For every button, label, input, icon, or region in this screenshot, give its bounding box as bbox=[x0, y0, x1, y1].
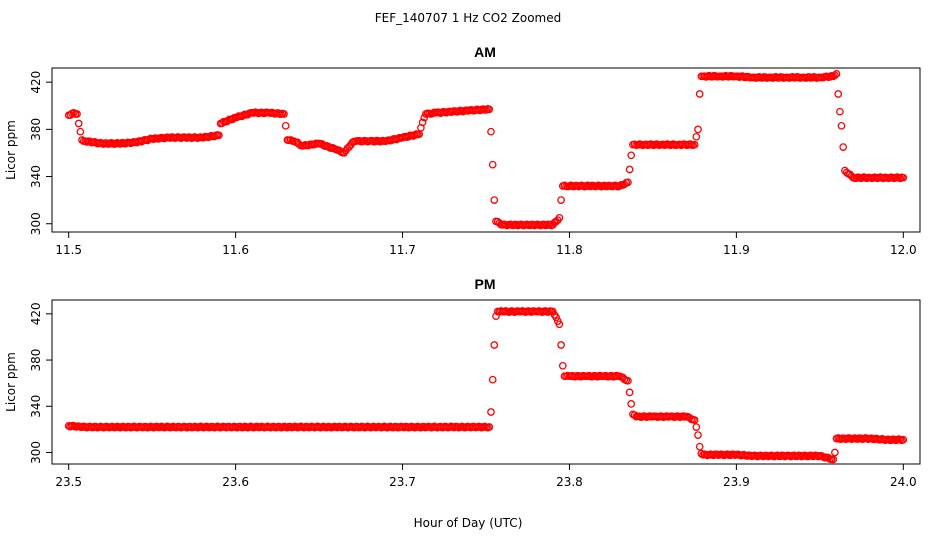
am-data-point bbox=[831, 71, 839, 80]
am-y-tick-label: 420 bbox=[29, 71, 43, 94]
am-data-point bbox=[839, 143, 848, 151]
am-data-point bbox=[615, 182, 624, 190]
am-y-axis-label: Licor ppm bbox=[4, 120, 18, 180]
pm-y-tick-label: 380 bbox=[29, 349, 43, 372]
am-y-tick-label: 300 bbox=[29, 212, 43, 235]
am-x-tick-label: 11.6 bbox=[222, 243, 249, 257]
pm-data-point bbox=[488, 375, 497, 384]
am-data-point bbox=[692, 132, 701, 141]
pm-data-point bbox=[695, 442, 704, 451]
pm-series bbox=[64, 307, 908, 464]
am-data-point bbox=[690, 140, 699, 149]
pm-data-point bbox=[552, 313, 560, 322]
am-data-point bbox=[281, 121, 290, 130]
pm-data-point bbox=[690, 416, 699, 424]
pm-panel-title: PM bbox=[475, 276, 496, 292]
am-data-point bbox=[834, 90, 843, 98]
am-data-point bbox=[832, 70, 841, 78]
am-data-point bbox=[625, 165, 634, 174]
am-data-point bbox=[215, 131, 223, 140]
pm-x-tick-label: 23.9 bbox=[723, 475, 750, 489]
am-data-point bbox=[280, 110, 288, 118]
pm-y-axis-label: Licor ppm bbox=[4, 352, 18, 412]
am-x-tick-label: 11.8 bbox=[556, 243, 583, 257]
am-data-point bbox=[418, 118, 427, 127]
pm-data-point bbox=[627, 400, 636, 408]
am-data-point bbox=[485, 105, 494, 114]
pm-data-point bbox=[829, 455, 838, 464]
am-panel-title: AM bbox=[474, 44, 496, 60]
pm-plot-frame bbox=[51, 299, 921, 465]
am-data-point bbox=[487, 127, 495, 136]
am-data-point bbox=[76, 127, 85, 136]
am-series bbox=[64, 70, 908, 230]
am-data-point bbox=[74, 119, 83, 128]
shared-x-axis-label: Hour of Day (UTC) bbox=[414, 516, 523, 530]
am-y-axis: 300 340 380 420 bbox=[29, 71, 52, 235]
am-data-point bbox=[73, 110, 81, 118]
pm-x-tick-label: 23.5 bbox=[55, 475, 82, 489]
pm-x-axis: 23.5 23.6 23.7 23.8 23.9 24.0 bbox=[55, 464, 917, 489]
pm-y-tick-label: 420 bbox=[29, 302, 43, 325]
pm-data-point bbox=[490, 341, 499, 349]
pm-data-point bbox=[558, 361, 567, 370]
am-data-point bbox=[695, 90, 704, 98]
am-x-tick-label: 11.7 bbox=[389, 243, 416, 257]
am-x-axis: 11.5 11.6 11.7 11.8 11.9 12.0 bbox=[55, 232, 917, 257]
am-plot-frame bbox=[51, 67, 921, 233]
am-data-point bbox=[69, 108, 78, 117]
am-data-point bbox=[836, 107, 844, 116]
am-y-tick-label: 380 bbox=[29, 118, 43, 141]
am-data-point bbox=[694, 125, 702, 134]
pm-x-tick-label: 23.8 bbox=[556, 475, 583, 489]
pm-data-point bbox=[692, 423, 701, 431]
pm-data-point bbox=[557, 341, 565, 349]
am-data-point bbox=[899, 173, 908, 182]
pm-data-point bbox=[625, 388, 634, 397]
am-data-point bbox=[627, 151, 636, 160]
am-data-point bbox=[555, 213, 564, 222]
am-data-point bbox=[557, 196, 565, 204]
pm-data-point bbox=[899, 435, 908, 444]
am-data-point bbox=[624, 178, 632, 187]
pm-data-point bbox=[487, 408, 495, 416]
pm-data-point bbox=[831, 448, 839, 457]
pm-panel: PM Licor ppm 23.5 23.6 23.7 23.8 23.9 24.0 30… bbox=[4, 276, 921, 489]
pm-y-tick-label: 340 bbox=[29, 395, 43, 418]
am-x-tick-label: 12.0 bbox=[890, 243, 917, 257]
am-data-point bbox=[490, 196, 499, 204]
pm-data-point bbox=[555, 320, 564, 329]
pm-x-tick-label: 24.0 bbox=[890, 475, 917, 489]
pm-y-axis: 300 340 380 420 bbox=[29, 302, 52, 464]
pm-data-point bbox=[485, 423, 494, 431]
am-y-tick-label: 340 bbox=[29, 165, 43, 188]
am-x-tick-label: 11.5 bbox=[55, 243, 82, 257]
pm-y-tick-label: 300 bbox=[29, 441, 43, 464]
am-data-point bbox=[482, 106, 491, 114]
pm-x-tick-label: 23.6 bbox=[222, 475, 249, 489]
pm-data-point bbox=[624, 376, 632, 385]
pm-data-point bbox=[694, 431, 702, 439]
am-panel: AM Licor ppm 11.5 11.6 11.7 11.8 11.9 12.0 30… bbox=[4, 44, 921, 257]
figure-title: FEF_140707 1 Hz CO2 Zoomed bbox=[375, 11, 561, 25]
pm-x-tick-label: 23.7 bbox=[389, 475, 416, 489]
am-x-tick-label: 11.9 bbox=[723, 243, 750, 257]
am-data-point bbox=[837, 121, 846, 130]
am-data-point bbox=[488, 160, 497, 169]
